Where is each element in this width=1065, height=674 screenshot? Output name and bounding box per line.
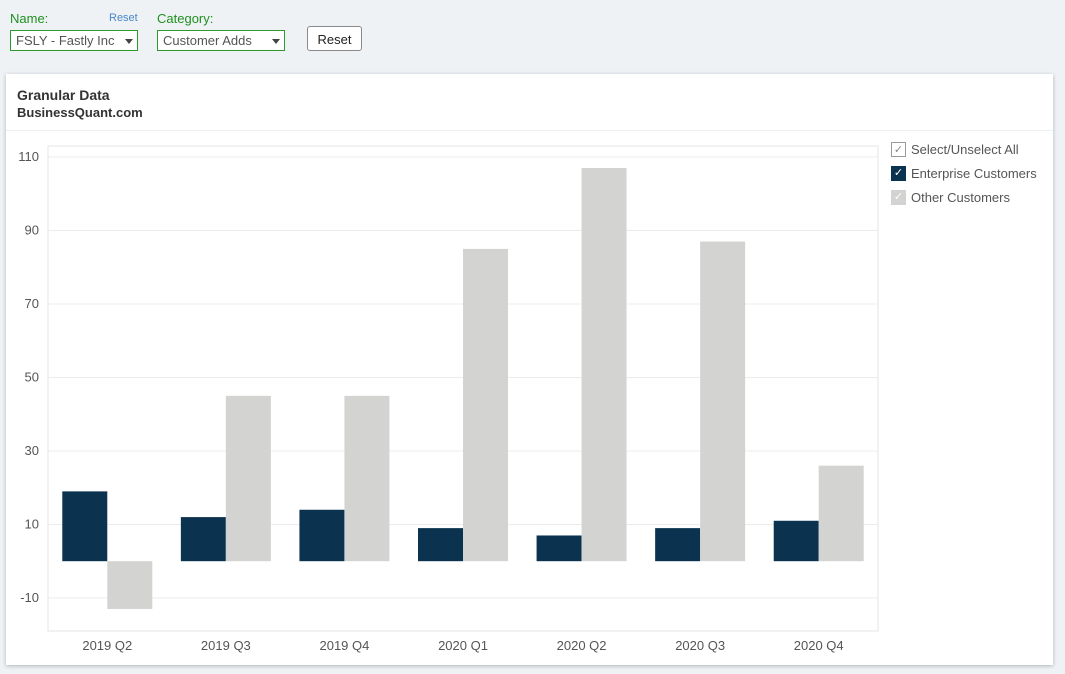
bar-enterprise bbox=[299, 509, 345, 562]
x-tick-label: 2020 Q4 bbox=[794, 638, 844, 653]
legend: ✓ Select/Unselect All ✓ Enterprise Custo… bbox=[891, 141, 1051, 213]
legend-select-all[interactable]: ✓ Select/Unselect All bbox=[891, 141, 1051, 165]
bar-chart: -10 10 30 50 70 90 110 2019 Q2 2019 Q3 2019 Q4 202… bbox=[18, 145, 879, 653]
y-tick-label: 70 bbox=[25, 296, 39, 311]
legend-item-label: Other Customers bbox=[911, 190, 1010, 205]
bar-enterprise bbox=[655, 528, 701, 562]
filter-bar: Name: Reset FSLY - Fastly Inc Category: … bbox=[0, 0, 1065, 70]
bar-other bbox=[818, 465, 864, 562]
checkbox-checked-icon: ✓ bbox=[891, 166, 906, 181]
bar-other bbox=[700, 241, 746, 562]
category-label: Category: bbox=[157, 11, 214, 26]
reset-button[interactable]: Reset bbox=[307, 26, 362, 51]
y-tick-label: 30 bbox=[25, 443, 39, 458]
name-dropdown-value: FSLY - Fastly Inc bbox=[16, 33, 115, 48]
name-dropdown[interactable]: FSLY - Fastly Inc bbox=[10, 30, 138, 51]
category-dropdown[interactable]: Customer Adds bbox=[157, 30, 285, 51]
bar-enterprise bbox=[773, 520, 819, 562]
chart-subtitle: BusinessQuant.com bbox=[17, 105, 143, 120]
y-tick-label: -10 bbox=[20, 590, 39, 605]
chart-panel: Granular Data BusinessQuant.com -10 10 30 5… bbox=[6, 74, 1053, 665]
x-tick-label: 2019 Q3 bbox=[201, 638, 251, 653]
legend-item-label: Enterprise Customers bbox=[911, 166, 1037, 181]
legend-item-enterprise[interactable]: ✓ Enterprise Customers bbox=[891, 165, 1051, 189]
y-tick-label: 10 bbox=[25, 516, 39, 531]
bar-other bbox=[344, 395, 390, 562]
name-reset-link[interactable]: Reset bbox=[109, 12, 138, 24]
y-tick-label: 110 bbox=[18, 149, 39, 164]
x-tick-label: 2019 Q2 bbox=[82, 638, 132, 653]
checkbox-icon: ✓ bbox=[891, 142, 906, 157]
bar-enterprise bbox=[62, 491, 108, 562]
bar-enterprise bbox=[536, 535, 582, 562]
legend-select-all-label: Select/Unselect All bbox=[911, 142, 1019, 157]
x-tick-label: 2020 Q2 bbox=[557, 638, 607, 653]
chart-title: Granular Data bbox=[17, 87, 110, 103]
x-tick-label: 2019 Q4 bbox=[319, 638, 369, 653]
y-tick-label: 90 bbox=[25, 223, 39, 238]
name-label: Name: bbox=[10, 11, 49, 26]
bar-enterprise bbox=[418, 528, 463, 562]
plot-frame bbox=[47, 145, 879, 632]
bar-other bbox=[107, 561, 153, 609]
bar-other bbox=[581, 168, 627, 562]
legend-item-other[interactable]: ✓ Other Customers bbox=[891, 189, 1051, 213]
bar-enterprise bbox=[180, 517, 226, 562]
bar-other bbox=[225, 395, 271, 562]
y-tick-label: 50 bbox=[25, 369, 39, 384]
category-dropdown-value: Customer Adds bbox=[163, 33, 252, 48]
x-tick-label: 2020 Q3 bbox=[675, 638, 725, 653]
checkbox-checked-icon: ✓ bbox=[891, 190, 906, 205]
panel-header: Granular Data BusinessQuant.com bbox=[6, 74, 1053, 131]
chevron-down-icon bbox=[125, 39, 133, 44]
x-tick-label: 2020 Q1 bbox=[438, 638, 488, 653]
chevron-down-icon bbox=[272, 39, 280, 44]
bar-other bbox=[463, 248, 508, 562]
